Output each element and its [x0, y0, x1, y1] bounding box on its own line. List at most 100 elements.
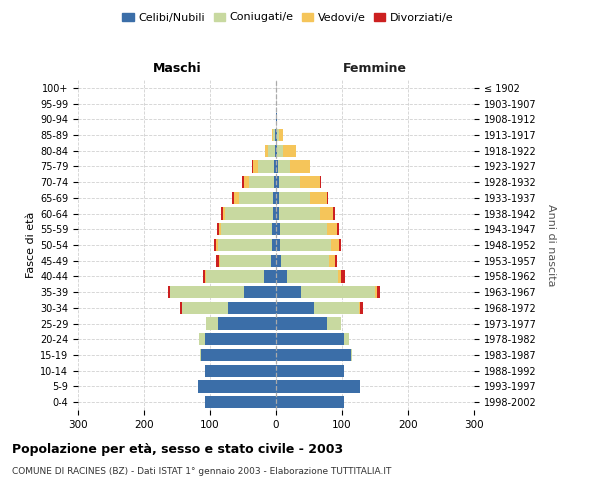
Bar [377, 286, 380, 298]
Bar [277, 144, 283, 157]
Bar [278, 192, 310, 204]
Bar [276, 286, 301, 298]
Bar [202, 349, 276, 361]
Bar [218, 239, 272, 251]
Bar [280, 129, 283, 141]
Bar [179, 302, 182, 314]
Bar [275, 144, 276, 157]
Bar [280, 223, 328, 235]
Bar [182, 302, 229, 314]
Bar [216, 239, 218, 251]
Bar [350, 349, 352, 361]
Bar [198, 380, 276, 392]
Bar [265, 144, 268, 157]
Bar [205, 364, 276, 377]
Bar [253, 160, 258, 172]
Bar [218, 254, 220, 267]
Bar [274, 176, 276, 188]
Bar [278, 176, 301, 188]
Bar [340, 239, 341, 251]
Bar [280, 208, 320, 220]
Bar [276, 380, 361, 392]
Bar [314, 302, 359, 314]
Bar [375, 286, 377, 298]
Bar [272, 129, 275, 141]
Bar [218, 318, 276, 330]
Legend: Celibi/Nubili, Coniugati/e, Vedovi/e, Divorziati/e: Celibi/Nubili, Coniugati/e, Vedovi/e, Di… [118, 8, 458, 27]
Bar [320, 176, 321, 188]
Bar [272, 223, 276, 235]
Bar [274, 160, 276, 172]
Bar [359, 302, 360, 314]
Bar [234, 192, 239, 204]
Bar [329, 254, 335, 267]
Bar [244, 286, 276, 298]
Bar [276, 239, 280, 251]
Bar [301, 286, 375, 298]
Bar [276, 254, 281, 267]
Bar [205, 270, 206, 282]
Bar [170, 286, 244, 298]
Bar [206, 318, 218, 330]
Bar [199, 333, 205, 345]
Bar [258, 160, 274, 172]
Text: Popolazione per età, sesso e stato civile - 2003: Popolazione per età, sesso e stato civil… [12, 442, 343, 456]
Bar [276, 333, 344, 345]
Bar [276, 318, 328, 330]
Bar [276, 302, 314, 314]
Bar [277, 129, 280, 141]
Bar [218, 223, 221, 235]
Bar [244, 176, 249, 188]
Bar [225, 208, 272, 220]
Bar [276, 396, 344, 408]
Bar [276, 129, 277, 141]
Bar [203, 270, 205, 282]
Bar [220, 254, 271, 267]
Bar [341, 270, 344, 282]
Bar [232, 192, 234, 204]
Bar [268, 144, 275, 157]
Bar [205, 396, 276, 408]
Bar [281, 254, 329, 267]
Bar [251, 160, 253, 172]
Bar [276, 208, 280, 220]
Bar [301, 176, 320, 188]
Bar [328, 318, 341, 330]
Bar [242, 176, 244, 188]
Bar [278, 160, 290, 172]
Bar [217, 223, 218, 235]
Bar [337, 223, 338, 235]
Text: Maschi: Maschi [152, 62, 202, 76]
Bar [223, 208, 225, 220]
Y-axis label: Anni di nascita: Anni di nascita [546, 204, 556, 286]
Bar [344, 333, 349, 345]
Bar [276, 160, 278, 172]
Bar [290, 160, 310, 172]
Bar [206, 270, 264, 282]
Bar [275, 129, 276, 141]
Bar [271, 254, 276, 267]
Bar [276, 270, 287, 282]
Bar [276, 113, 277, 126]
Bar [276, 364, 344, 377]
Bar [221, 208, 223, 220]
Bar [168, 286, 170, 298]
Y-axis label: Fasce di età: Fasce di età [26, 212, 36, 278]
Bar [274, 192, 276, 204]
Bar [334, 208, 335, 220]
Bar [287, 270, 338, 282]
Text: Femmine: Femmine [343, 62, 407, 76]
Bar [335, 254, 337, 267]
Bar [310, 192, 327, 204]
Bar [264, 270, 276, 282]
Bar [221, 223, 272, 235]
Bar [283, 144, 296, 157]
Bar [276, 144, 277, 157]
Bar [280, 239, 331, 251]
Bar [338, 270, 341, 282]
Bar [276, 223, 280, 235]
Bar [249, 176, 274, 188]
Bar [272, 208, 276, 220]
Bar [214, 239, 216, 251]
Bar [276, 349, 350, 361]
